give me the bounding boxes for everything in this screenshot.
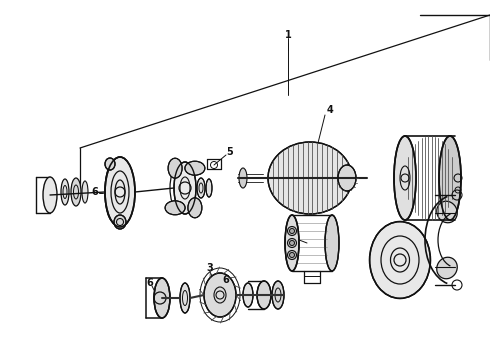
Ellipse shape [437, 257, 457, 279]
Ellipse shape [114, 215, 126, 229]
Ellipse shape [165, 201, 185, 215]
Text: 1: 1 [285, 30, 292, 40]
Ellipse shape [394, 136, 416, 220]
Ellipse shape [268, 142, 352, 214]
Circle shape [290, 229, 294, 234]
Text: 6: 6 [147, 278, 153, 288]
Text: 5: 5 [227, 147, 233, 157]
Ellipse shape [272, 281, 284, 309]
Circle shape [288, 239, 296, 248]
Text: 6: 6 [92, 187, 98, 197]
Ellipse shape [325, 215, 339, 271]
Ellipse shape [174, 162, 196, 214]
Ellipse shape [338, 165, 356, 191]
Ellipse shape [204, 273, 236, 317]
Circle shape [288, 251, 296, 260]
Ellipse shape [105, 158, 115, 170]
Ellipse shape [185, 161, 205, 175]
Ellipse shape [188, 198, 202, 218]
Ellipse shape [437, 201, 457, 223]
Ellipse shape [239, 168, 247, 188]
Text: 4: 4 [327, 105, 333, 115]
Ellipse shape [154, 278, 170, 318]
Ellipse shape [243, 283, 253, 307]
Ellipse shape [369, 222, 430, 298]
Ellipse shape [257, 281, 271, 309]
Ellipse shape [206, 179, 212, 197]
Text: 3: 3 [207, 263, 213, 273]
Text: 6: 6 [222, 275, 229, 285]
Circle shape [290, 240, 294, 246]
Ellipse shape [285, 215, 299, 271]
Text: 2: 2 [285, 232, 292, 242]
Ellipse shape [180, 283, 190, 313]
Ellipse shape [197, 178, 205, 198]
Ellipse shape [168, 158, 182, 178]
Ellipse shape [105, 157, 135, 227]
Ellipse shape [61, 179, 69, 205]
Ellipse shape [439, 136, 461, 220]
Ellipse shape [71, 178, 81, 206]
Circle shape [288, 226, 296, 235]
Ellipse shape [43, 177, 57, 213]
Circle shape [290, 252, 294, 257]
Ellipse shape [82, 181, 88, 203]
